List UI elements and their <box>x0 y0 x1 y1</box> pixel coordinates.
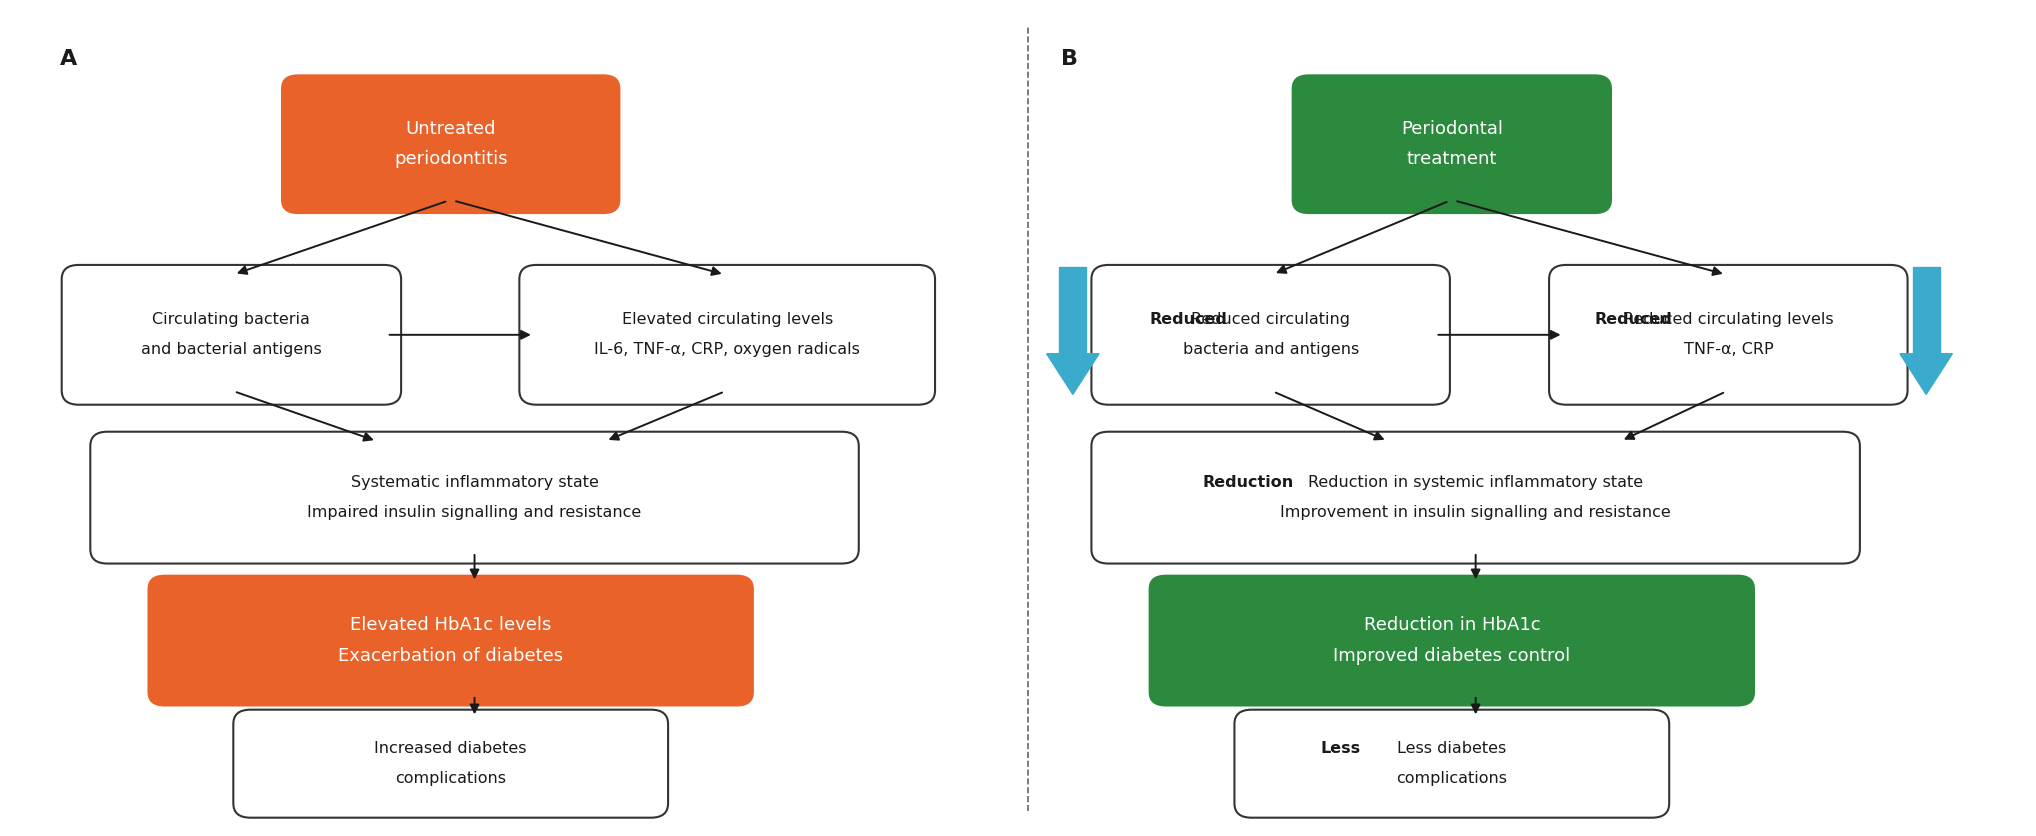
FancyBboxPatch shape <box>234 710 668 818</box>
FancyBboxPatch shape <box>1148 574 1755 706</box>
Text: Circulating bacteria: Circulating bacteria <box>153 312 309 327</box>
Text: bacteria and antigens: bacteria and antigens <box>1183 343 1358 358</box>
FancyBboxPatch shape <box>90 431 859 563</box>
FancyBboxPatch shape <box>1091 265 1450 405</box>
Text: Improvement in insulin signalling and resistance: Improvement in insulin signalling and re… <box>1281 505 1672 520</box>
FancyBboxPatch shape <box>1234 710 1670 818</box>
Text: Reduced: Reduced <box>1150 312 1228 327</box>
FancyBboxPatch shape <box>1291 74 1613 214</box>
Text: Reduction in HbA1c: Reduction in HbA1c <box>1364 616 1539 635</box>
FancyBboxPatch shape <box>61 265 401 405</box>
Text: and bacterial antigens: and bacterial antigens <box>140 343 322 358</box>
Bar <box>1059 268 1087 354</box>
Text: Systematic inflammatory state: Systematic inflammatory state <box>350 475 599 490</box>
Text: TNF-α, CRP: TNF-α, CRP <box>1684 343 1773 358</box>
FancyBboxPatch shape <box>281 74 621 214</box>
Text: IL-6, TNF-α, CRP, oxygen radicals: IL-6, TNF-α, CRP, oxygen radicals <box>595 343 859 358</box>
Text: Untreated: Untreated <box>405 120 497 138</box>
Text: Increased diabetes: Increased diabetes <box>375 741 527 756</box>
Text: B: B <box>1061 49 1077 69</box>
Text: Periodontal: Periodontal <box>1401 120 1503 138</box>
FancyBboxPatch shape <box>1091 431 1861 563</box>
Polygon shape <box>1900 354 1953 395</box>
Text: complications: complications <box>1397 772 1507 787</box>
FancyBboxPatch shape <box>519 265 935 405</box>
Text: Reduction: Reduction <box>1203 475 1293 490</box>
Text: Reduced circulating: Reduced circulating <box>1191 312 1350 327</box>
Text: treatment: treatment <box>1407 150 1496 168</box>
Polygon shape <box>1047 354 1099 395</box>
Text: Elevated circulating levels: Elevated circulating levels <box>621 312 833 327</box>
Text: Impaired insulin signalling and resistance: Impaired insulin signalling and resistan… <box>307 505 641 520</box>
Text: complications: complications <box>395 772 507 787</box>
Text: Exacerbation of diabetes: Exacerbation of diabetes <box>338 647 564 665</box>
Text: Reduced: Reduced <box>1594 312 1672 327</box>
Text: Reduced circulating levels: Reduced circulating levels <box>1623 312 1834 327</box>
Text: A: A <box>59 49 77 69</box>
Text: Reduction in systemic inflammatory state: Reduction in systemic inflammatory state <box>1307 475 1643 490</box>
Text: periodontitis: periodontitis <box>393 150 507 168</box>
Bar <box>1912 268 1940 354</box>
FancyBboxPatch shape <box>1549 265 1908 405</box>
FancyBboxPatch shape <box>147 574 753 706</box>
Text: Less: Less <box>1321 741 1360 756</box>
Text: Improved diabetes control: Improved diabetes control <box>1334 647 1570 665</box>
Text: Elevated HbA1c levels: Elevated HbA1c levels <box>350 616 552 635</box>
Text: Less diabetes: Less diabetes <box>1397 741 1507 756</box>
